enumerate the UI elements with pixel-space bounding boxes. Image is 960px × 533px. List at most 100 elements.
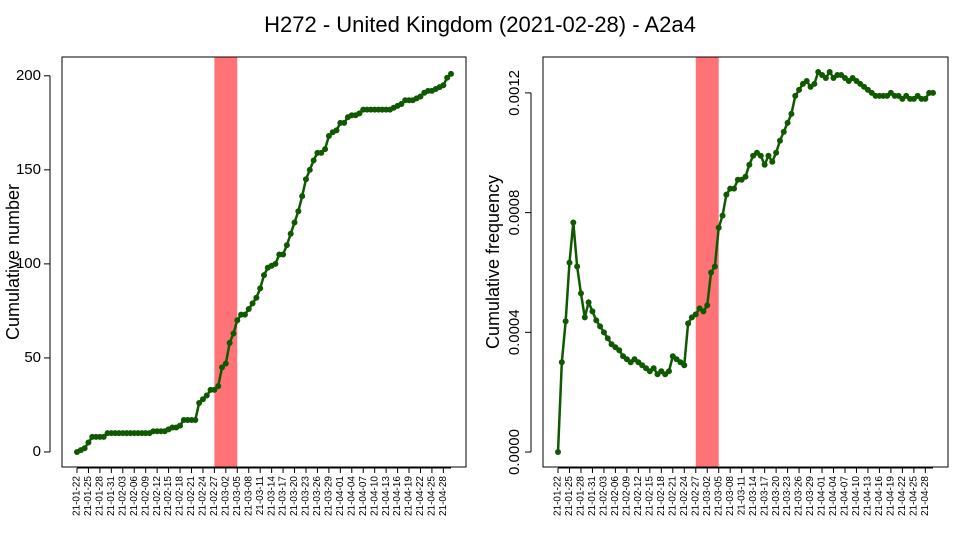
highlight-band <box>695 57 719 467</box>
point <box>241 311 248 318</box>
x-tick-label: 21-03-02 <box>702 476 713 516</box>
point <box>440 82 447 89</box>
point <box>177 422 184 429</box>
x-tick-label: 21-01-25 <box>83 476 94 516</box>
x-tick-label: 21-04-07 <box>840 476 851 516</box>
point <box>796 86 803 93</box>
point <box>417 93 424 100</box>
point <box>822 74 829 81</box>
point <box>322 146 329 153</box>
x-tick-label: 21-02-15 <box>163 476 174 516</box>
point <box>589 308 596 315</box>
x-tick-label: 21-01-25 <box>564 476 575 516</box>
y-tick-label: 0.0000 <box>506 429 523 475</box>
point <box>719 212 726 219</box>
point <box>558 359 565 366</box>
x-tick-label: 21-01-28 <box>95 476 106 516</box>
point <box>597 323 604 330</box>
point <box>291 219 298 226</box>
x-tick-label: 21-04-01 <box>335 476 346 516</box>
point <box>826 68 833 75</box>
highlight-band <box>214 57 238 467</box>
point <box>692 311 699 318</box>
point <box>356 110 363 117</box>
point <box>773 149 780 156</box>
x-tick-label: 21-04-19 <box>886 476 897 516</box>
point <box>318 149 325 156</box>
y-axis-label: Cumulative number <box>3 184 23 340</box>
x-tick-label: 21-04-25 <box>909 476 920 516</box>
x-tick-label: 21-03-23 <box>301 476 312 516</box>
point <box>723 191 730 198</box>
y-tick-label: 50 <box>24 349 41 366</box>
point <box>100 433 107 440</box>
point <box>310 157 317 164</box>
x-tick-label: 21-03-23 <box>782 476 793 516</box>
point <box>570 219 577 226</box>
point <box>325 132 332 139</box>
x-tick-label: 21-03-14 <box>748 476 759 516</box>
point <box>302 176 309 183</box>
point <box>700 308 707 315</box>
plot-frame <box>542 56 949 468</box>
point <box>215 383 222 390</box>
point <box>776 137 783 144</box>
point <box>272 260 279 267</box>
x-tick-label: 21-04-10 <box>851 476 862 516</box>
point <box>708 269 715 276</box>
x-tick-label: 21-02-18 <box>656 476 667 516</box>
x-tick-label: 21-04-10 <box>369 476 380 516</box>
point <box>685 320 692 327</box>
point <box>742 173 749 180</box>
x-tick-label: 21-03-26 <box>312 476 323 516</box>
point <box>257 285 264 292</box>
x-tick-label: 21-04-01 <box>817 476 828 516</box>
point <box>253 294 260 301</box>
x-tick-label: 21-04-04 <box>828 476 839 516</box>
point <box>788 110 795 117</box>
x-tick-label: 21-03-02 <box>220 476 231 516</box>
x-tick-label: 21-02-03 <box>117 476 128 516</box>
series-line <box>76 73 452 454</box>
point <box>211 386 218 393</box>
point <box>746 161 753 168</box>
point <box>444 74 451 81</box>
point <box>196 400 203 407</box>
point <box>761 161 768 168</box>
point <box>222 360 229 367</box>
point <box>784 119 791 126</box>
x-tick-label: 21-03-17 <box>759 476 770 516</box>
point <box>219 364 226 371</box>
x-tick-label: 21-02-21 <box>186 476 197 516</box>
point <box>581 314 588 321</box>
point <box>566 259 573 266</box>
x-tick-label: 21-02-06 <box>610 476 621 516</box>
point <box>562 318 569 325</box>
point <box>283 242 290 249</box>
y-tick-label: 0.0008 <box>506 190 523 236</box>
plot-frame <box>61 56 467 468</box>
point <box>731 185 738 192</box>
x-tick-label: 21-02-18 <box>175 476 186 516</box>
x-tick-label: 21-02-27 <box>209 476 220 516</box>
x-tick-label: 21-04-13 <box>381 476 392 516</box>
x-tick-label: 21-01-22 <box>553 476 564 516</box>
x-tick-label: 21-02-12 <box>152 476 163 516</box>
y-tick-label: 0.0012 <box>506 70 523 116</box>
point <box>299 193 306 200</box>
x-tick-label: 21-01-22 <box>72 476 83 516</box>
x-tick-label: 21-01-31 <box>106 476 117 516</box>
y-tick-label: 0.0004 <box>506 309 523 355</box>
point <box>780 128 787 135</box>
point <box>757 152 764 159</box>
point <box>792 92 799 99</box>
point <box>306 166 313 173</box>
x-tick-label: 21-04-19 <box>404 476 415 516</box>
point <box>600 329 607 336</box>
x-tick-label: 21-04-22 <box>897 476 908 516</box>
point <box>922 95 929 102</box>
x-tick-label: 21-03-08 <box>725 476 736 516</box>
x-tick-label: 21-03-29 <box>805 476 816 516</box>
